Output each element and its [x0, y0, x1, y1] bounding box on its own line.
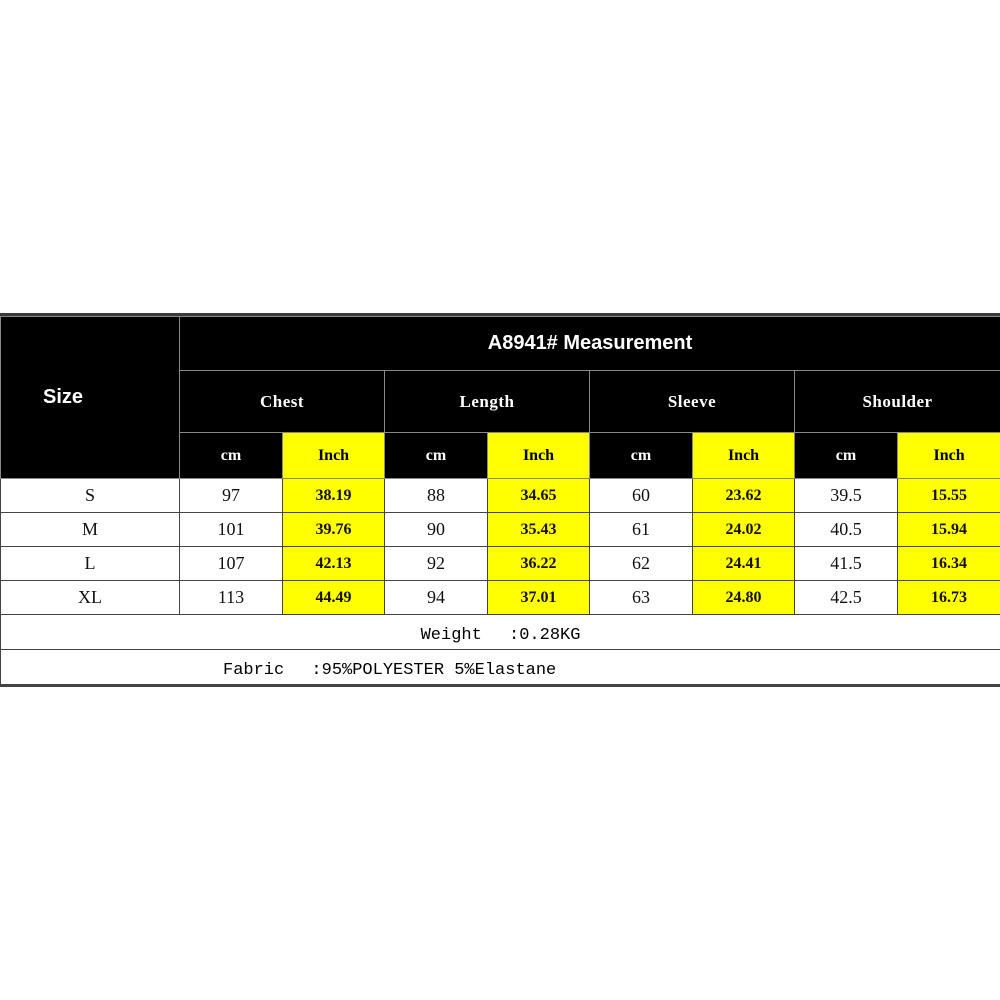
cm-cell: 92 [384, 546, 488, 581]
inch-cell: 16.34 [896, 546, 1000, 581]
cm-cell: 107 [179, 546, 283, 581]
inch-cell: 15.94 [896, 512, 1000, 547]
cm-cell: 61 [589, 512, 693, 547]
cm-cell: 39.5 [794, 478, 898, 513]
unit-cm: cm [384, 432, 488, 479]
unit-cm: cm [179, 432, 283, 479]
table-row: S 97 38.19 88 34.65 60 23.62 39.5 15.55 [0, 478, 1000, 513]
cm-cell: 90 [384, 512, 488, 547]
unit-cm: cm [794, 432, 898, 479]
unit-inch: Inch [282, 432, 385, 479]
inch-cell: 44.49 [282, 580, 385, 615]
inch-cell: 42.13 [282, 546, 385, 581]
cm-cell: 101 [179, 512, 283, 547]
inch-cell: 39.76 [282, 512, 385, 547]
top-border [0, 313, 1000, 316]
size-chart: Size A8941# Measurement Chest Length Sle… [0, 313, 1000, 687]
cm-cell: 88 [384, 478, 488, 513]
inch-cell: 15.55 [896, 478, 1000, 513]
inch-cell: 16.73 [896, 580, 1000, 615]
size-cell: S [0, 478, 180, 513]
inch-cell: 34.65 [487, 478, 590, 513]
bottom-border [0, 685, 1000, 687]
group-shoulder: Shoulder [793, 370, 1000, 433]
inch-cell: 35.43 [487, 512, 590, 547]
cm-cell: 60 [589, 478, 693, 513]
inch-cell: 23.62 [692, 478, 795, 513]
table-row: L 107 42.13 92 36.22 62 24.41 41.5 16.34 [0, 546, 1000, 581]
cm-cell: 40.5 [794, 512, 898, 547]
inch-cell: 24.80 [692, 580, 795, 615]
cm-cell: 94 [384, 580, 488, 615]
table-row: M 101 39.76 90 35.43 61 24.02 40.5 15.94 [0, 512, 1000, 547]
unit-inch: Inch [487, 432, 590, 479]
group-chest: Chest [179, 370, 385, 433]
inch-cell: 36.22 [487, 546, 590, 581]
group-length: Length [384, 370, 590, 433]
measurement-table: Size A8941# Measurement Chest Length Sle… [0, 316, 1000, 685]
size-cell: XL [0, 580, 180, 615]
table-row: XL 113 44.49 94 37.01 63 24.80 42.5 16.73 [0, 580, 1000, 615]
table-title: A8941# Measurement [178, 316, 1000, 371]
inch-cell: 37.01 [487, 580, 590, 615]
cm-cell: 62 [589, 546, 693, 581]
weight-note: Weight :0.28KG [0, 614, 1000, 650]
cm-cell: 41.5 [794, 546, 898, 581]
group-sleeve: Sleeve [589, 370, 795, 433]
cm-cell: 63 [589, 580, 693, 615]
cm-cell: 42.5 [794, 580, 898, 615]
fabric-note: Fabric :95%POLYESTER 5%Elastane [0, 649, 1000, 685]
inch-cell: 24.02 [692, 512, 795, 547]
size-header: Size [0, 316, 180, 479]
inch-cell: 24.41 [692, 546, 795, 581]
unit-inch: Inch [896, 432, 1000, 479]
cm-cell: 113 [179, 580, 283, 615]
unit-inch: Inch [692, 432, 795, 479]
size-cell: L [0, 546, 180, 581]
cm-cell: 97 [179, 478, 283, 513]
unit-cm: cm [589, 432, 693, 479]
size-cell: M [0, 512, 180, 547]
inch-cell: 38.19 [282, 478, 385, 513]
